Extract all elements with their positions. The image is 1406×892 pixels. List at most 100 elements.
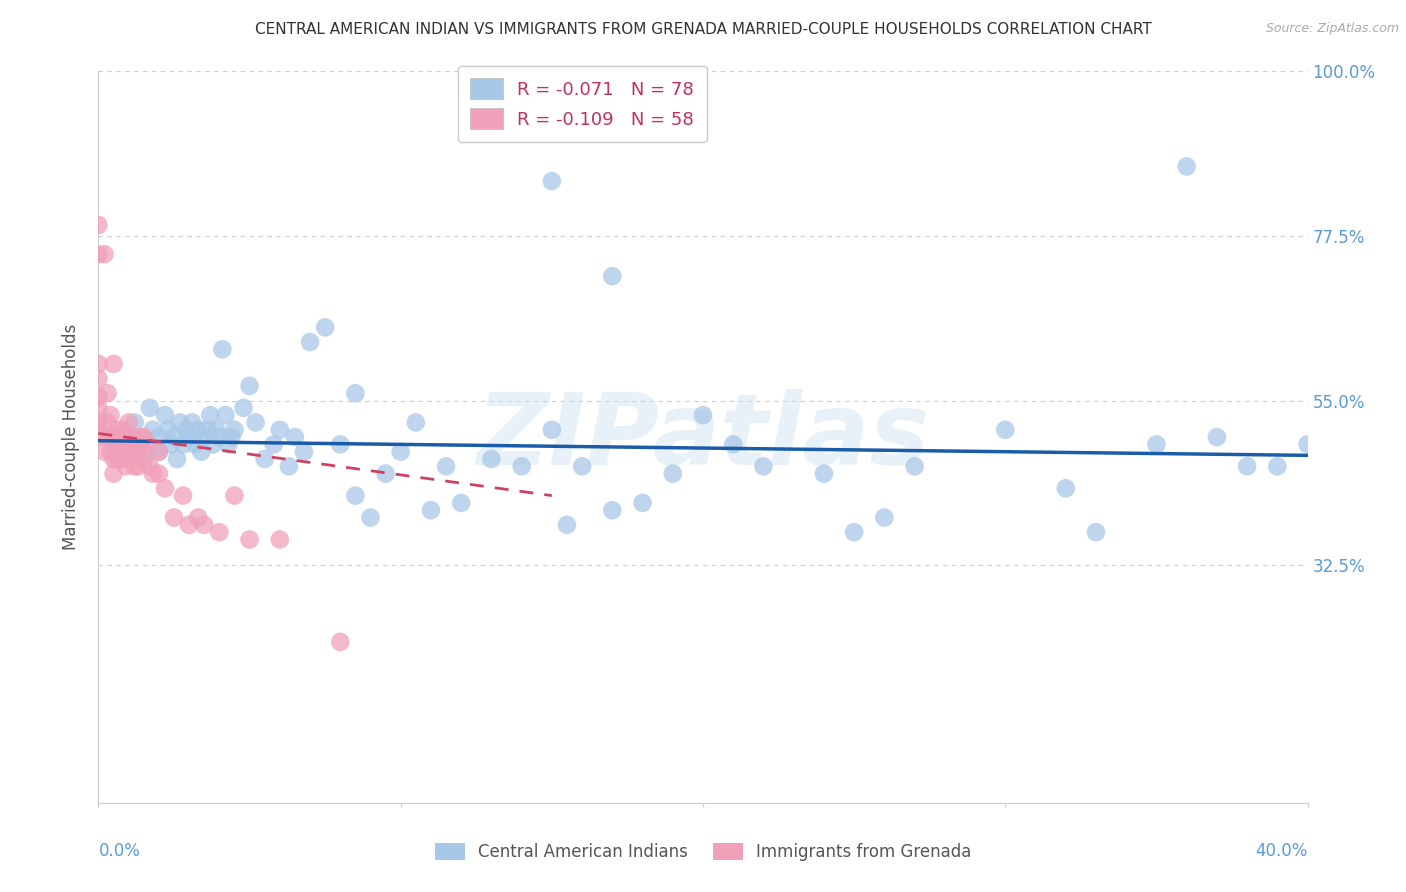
- Point: [232, 401, 254, 415]
- Point: [208, 525, 231, 540]
- Point: [174, 423, 197, 437]
- Point: [118, 437, 141, 451]
- Point: [96, 416, 118, 430]
- Point: [163, 430, 186, 444]
- Point: [103, 430, 125, 444]
- Point: [205, 423, 228, 437]
- Point: [994, 423, 1017, 437]
- Point: [329, 635, 352, 649]
- Point: [344, 386, 367, 401]
- Point: [121, 444, 143, 458]
- Point: [481, 452, 503, 467]
- Point: [124, 459, 146, 474]
- Point: [87, 247, 110, 261]
- Point: [169, 416, 191, 430]
- Point: [87, 371, 110, 385]
- Point: [87, 416, 110, 430]
- Point: [292, 444, 315, 458]
- Point: [844, 525, 866, 540]
- Point: [148, 444, 170, 458]
- Point: [129, 437, 152, 451]
- Point: [187, 423, 209, 437]
- Point: [127, 444, 149, 458]
- Point: [103, 357, 125, 371]
- Point: [1236, 459, 1258, 474]
- Point: [1054, 481, 1077, 495]
- Point: [114, 459, 136, 474]
- Point: [108, 430, 131, 444]
- Point: [239, 379, 262, 393]
- Point: [1085, 525, 1108, 540]
- Point: [221, 430, 243, 444]
- Point: [405, 416, 427, 430]
- Point: [179, 517, 201, 532]
- Point: [263, 437, 285, 451]
- Point: [224, 489, 246, 503]
- Point: [100, 444, 122, 458]
- Point: [87, 401, 110, 415]
- Point: [187, 510, 209, 524]
- Point: [239, 533, 262, 547]
- Point: [181, 416, 204, 430]
- Point: [374, 467, 396, 481]
- Point: [163, 510, 186, 524]
- Point: [277, 459, 299, 474]
- Point: [96, 386, 118, 401]
- Point: [661, 467, 683, 481]
- Text: Source: ZipAtlas.com: Source: ZipAtlas.com: [1265, 22, 1399, 36]
- Point: [344, 489, 367, 503]
- Point: [105, 423, 128, 437]
- Point: [100, 430, 122, 444]
- Point: [1296, 437, 1319, 451]
- Point: [118, 452, 141, 467]
- Point: [602, 269, 624, 284]
- Point: [166, 452, 188, 467]
- Point: [87, 357, 110, 371]
- Point: [100, 408, 122, 422]
- Point: [904, 459, 927, 474]
- Text: CENTRAL AMERICAN INDIAN VS IMMIGRANTS FROM GRENADA MARRIED-COUPLE HOUSEHOLDS COR: CENTRAL AMERICAN INDIAN VS IMMIGRANTS FR…: [254, 22, 1152, 37]
- Point: [602, 503, 624, 517]
- Point: [555, 517, 578, 532]
- Point: [299, 334, 322, 349]
- Point: [172, 437, 194, 451]
- Point: [93, 444, 115, 458]
- Point: [87, 423, 110, 437]
- Point: [129, 430, 152, 444]
- Point: [360, 510, 382, 524]
- Point: [132, 452, 155, 467]
- Point: [142, 467, 165, 481]
- Point: [329, 437, 352, 451]
- Point: [873, 510, 896, 524]
- Point: [105, 437, 128, 451]
- Point: [1206, 430, 1229, 444]
- Point: [208, 430, 231, 444]
- Point: [1267, 459, 1289, 474]
- Point: [118, 416, 141, 430]
- Point: [224, 423, 246, 437]
- Point: [139, 401, 162, 415]
- Point: [127, 459, 149, 474]
- Point: [111, 423, 134, 437]
- Text: ZIPatlas: ZIPatlas: [477, 389, 929, 485]
- Point: [132, 430, 155, 444]
- Point: [87, 218, 110, 232]
- Point: [1175, 160, 1198, 174]
- Point: [103, 467, 125, 481]
- Point: [190, 444, 212, 458]
- Point: [103, 452, 125, 467]
- Y-axis label: Married-couple Households: Married-couple Households: [62, 324, 80, 550]
- Point: [195, 423, 218, 437]
- Point: [193, 517, 215, 532]
- Point: [752, 459, 775, 474]
- Point: [269, 423, 291, 437]
- Point: [179, 430, 201, 444]
- Point: [148, 444, 170, 458]
- Point: [571, 459, 593, 474]
- Point: [142, 423, 165, 437]
- Point: [118, 437, 141, 451]
- Point: [87, 390, 110, 404]
- Point: [114, 430, 136, 444]
- Point: [217, 437, 239, 451]
- Point: [284, 430, 307, 444]
